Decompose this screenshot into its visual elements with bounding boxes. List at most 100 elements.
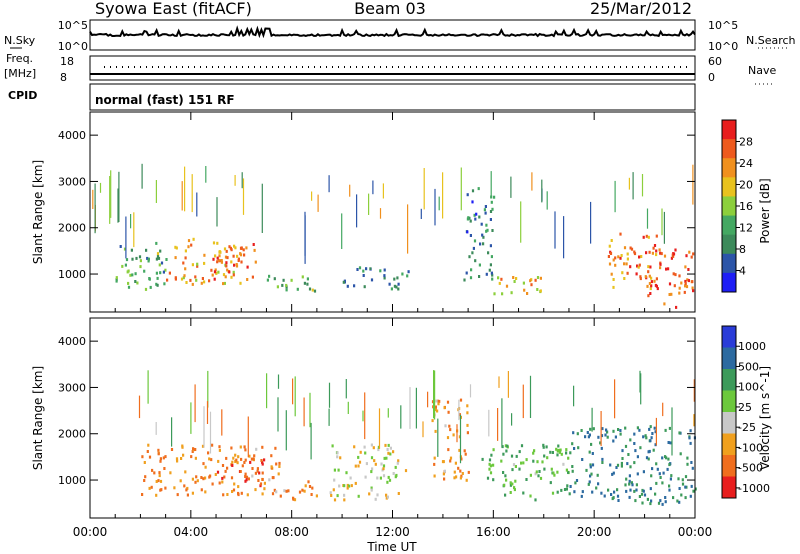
nsky-trace (89, 25, 696, 39)
data-cell (490, 271, 493, 275)
streak-echo (194, 384, 196, 423)
streak-echo (328, 175, 330, 193)
data-cell (692, 289, 695, 293)
colorbar-tick-label: 100 (738, 381, 759, 394)
data-cell (308, 485, 312, 488)
data-cell (292, 496, 295, 500)
data-cell (397, 287, 400, 291)
data-cell (642, 470, 645, 474)
data-cell (525, 458, 528, 462)
data-cell (370, 470, 373, 474)
data-cell (684, 282, 687, 285)
data-cell (488, 268, 491, 272)
data-cell (500, 459, 503, 463)
data-cell (387, 451, 390, 455)
data-cell (606, 430, 609, 434)
data-cell (648, 274, 651, 278)
data-cell (640, 492, 644, 496)
data-cell (163, 282, 166, 286)
data-cell (210, 458, 213, 462)
data-cell (226, 256, 229, 260)
data-cell (363, 285, 366, 289)
data-cell (216, 260, 219, 264)
data-cell (244, 472, 247, 476)
data-cell (539, 289, 542, 293)
data-cell (628, 474, 631, 478)
data-cell (370, 278, 374, 282)
data-cell (612, 278, 615, 281)
data-cell (486, 228, 489, 232)
data-cell (668, 282, 672, 286)
data-cell (373, 459, 376, 463)
data-cell (687, 268, 690, 271)
data-cell (348, 484, 351, 488)
data-cell (551, 451, 554, 454)
data-cell (214, 254, 217, 258)
data-cell (245, 246, 248, 250)
data-cell (541, 460, 544, 464)
nsky-panel: N.Sky 10^5 10^0 10^5 10^0 N.Search (4, 19, 796, 53)
data-cell (649, 502, 652, 506)
data-cell (641, 501, 644, 505)
data-cell (218, 259, 221, 263)
data-cell (555, 447, 558, 451)
data-cell (490, 255, 493, 259)
data-cell (230, 260, 233, 264)
data-cell (624, 444, 628, 448)
data-cell (685, 254, 688, 258)
streak-echo (328, 382, 331, 408)
x-tick-label: 12:00 (375, 525, 410, 539)
data-cell (232, 254, 235, 258)
data-cell (512, 276, 515, 279)
data-cell (221, 476, 224, 480)
data-cell (464, 452, 467, 456)
data-cell (549, 450, 552, 454)
data-cell (634, 499, 637, 503)
data-cell (536, 460, 539, 464)
data-cell (194, 448, 197, 451)
data-cell (208, 475, 211, 479)
data-cell (597, 435, 600, 439)
data-cell (287, 489, 290, 493)
colorbar-segment (722, 455, 736, 477)
data-cell (336, 451, 339, 455)
data-cell (293, 498, 297, 502)
data-cell (139, 265, 142, 269)
data-cell (619, 232, 622, 236)
data-cell (182, 453, 185, 457)
data-cell (668, 463, 671, 467)
data-cell (175, 457, 179, 461)
data-cell (342, 280, 345, 284)
data-cell (522, 281, 525, 285)
data-cell (514, 465, 517, 468)
data-cell (158, 471, 161, 475)
data-cell (230, 248, 233, 252)
data-cell (453, 470, 456, 474)
data-cell (190, 455, 193, 459)
nsky-label: N.Sky (4, 34, 36, 47)
data-cell (159, 249, 162, 253)
data-cell (187, 245, 190, 249)
streak-echo (347, 401, 349, 414)
velocity-cells (138, 370, 697, 506)
data-cell (688, 436, 691, 440)
x-tick-label: 16:00 (476, 525, 511, 539)
data-cell (650, 499, 653, 503)
data-cell (635, 483, 638, 487)
data-cell (487, 251, 490, 255)
data-cell (449, 459, 452, 463)
data-cell (604, 433, 607, 437)
data-cell (270, 454, 273, 458)
data-cell (678, 286, 681, 290)
data-cell (628, 479, 631, 483)
data-cell (620, 461, 623, 465)
data-cell (354, 481, 357, 485)
data-cell (155, 480, 158, 483)
data-cell (681, 478, 684, 482)
data-cell (195, 475, 198, 479)
data-cell (589, 463, 592, 467)
data-cell (446, 400, 450, 404)
data-cell (173, 486, 176, 490)
streak-echo (400, 405, 402, 429)
data-cell (623, 277, 626, 280)
